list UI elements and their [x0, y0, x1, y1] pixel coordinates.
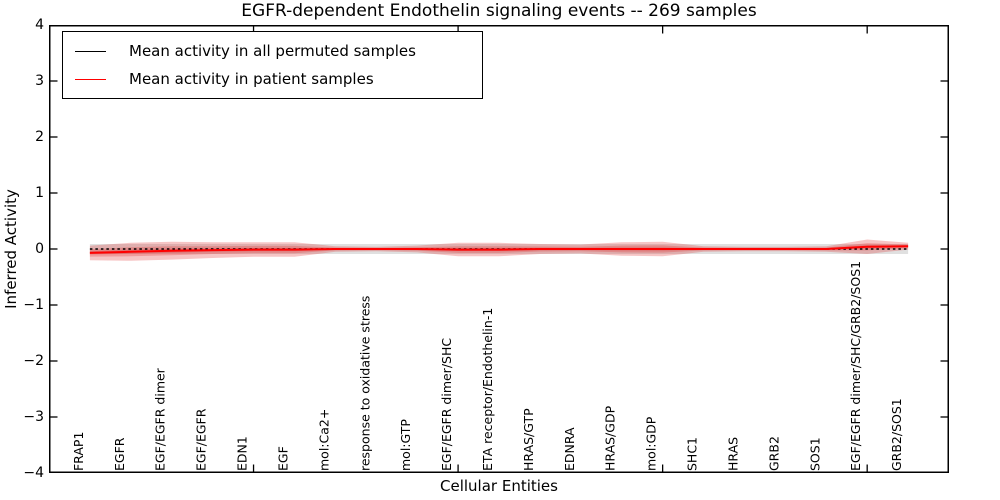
- x-category-label: GRB2/SOS1: [889, 398, 904, 471]
- y-tick-label: −2: [23, 353, 44, 369]
- legend-label-permuted: Mean activity in all permuted samples: [129, 42, 416, 60]
- x-category-label: mol:GTP: [398, 419, 413, 471]
- x-category-label: EDNRA: [562, 427, 577, 471]
- x-category-label: FRAP1: [71, 432, 86, 471]
- x-category-label: EGF/EGFR dimer/SHC: [439, 338, 454, 471]
- x-category-label: EGF/EGFR: [194, 408, 209, 471]
- x-category-label: mol:Ca2+: [316, 409, 331, 471]
- x-category-label: mol:GDP: [644, 416, 659, 471]
- legend-item-permuted: Mean activity in all permuted samples: [63, 37, 482, 65]
- legend: Mean activity in all permuted samples Me…: [62, 31, 483, 99]
- y-tick-label: −1: [23, 297, 44, 313]
- y-tick-label: 4: [35, 17, 44, 33]
- x-category-label: GRB2: [766, 436, 781, 471]
- y-tick-label: 1: [35, 185, 44, 201]
- x-category-label: EGF/EGFR dimer: [153, 367, 168, 471]
- x-category-label: EDN1: [235, 436, 250, 471]
- x-category-label: HRAS: [725, 437, 740, 471]
- x-category-label: SHC1: [685, 437, 700, 471]
- legend-line-patient-icon: [75, 78, 106, 80]
- legend-line-permuted-icon: [75, 50, 106, 52]
- x-category-label: ETA receptor/Endothelin-1: [480, 308, 495, 471]
- x-axis-label: Cellular Entities: [440, 477, 558, 495]
- x-category-label: HRAS/GDP: [603, 405, 618, 471]
- plot-frame: [49, 25, 949, 473]
- x-category-label: SOS1: [807, 437, 822, 471]
- y-tick-label: −4: [23, 465, 44, 481]
- x-category-label: EGFR: [112, 437, 127, 471]
- y-tick-label: −3: [23, 409, 44, 425]
- y-tick-label: 2: [35, 129, 44, 145]
- x-category-label: EGF/EGFR dimer/SHC/GRB2/SOS1: [848, 261, 863, 471]
- x-category-label: HRAS/GTP: [521, 408, 536, 471]
- patient-mean-line: [89, 245, 909, 254]
- legend-item-patient: Mean activity in patient samples: [63, 65, 482, 93]
- y-tick-label: 0: [35, 241, 44, 257]
- x-category-label: response to oxidative stress: [357, 296, 372, 471]
- y-tick-label: 3: [35, 73, 44, 89]
- x-category-label: EGF: [275, 446, 290, 471]
- legend-label-patient: Mean activity in patient samples: [129, 70, 374, 88]
- chart-title: EGFR-dependent Endothelin signaling even…: [241, 1, 757, 21]
- plot-area: FRAP1 EGFR EGF/EGFR dimer EGF/EGFR EDN1 EGF mo…: [49, 25, 949, 473]
